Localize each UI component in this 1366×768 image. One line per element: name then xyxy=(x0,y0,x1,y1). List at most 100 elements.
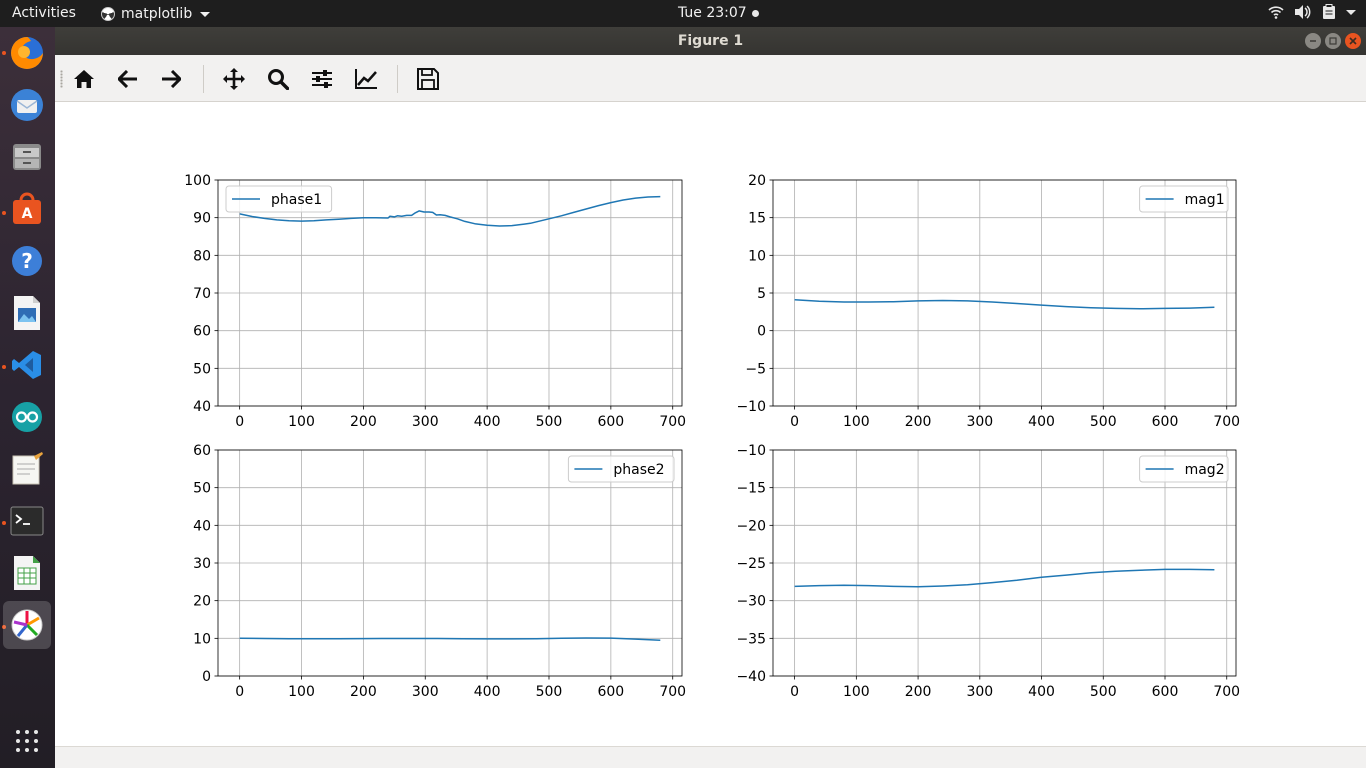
back-arrow-icon xyxy=(118,70,137,88)
configure-subplots-button[interactable] xyxy=(306,63,338,95)
text-editor-icon[interactable] xyxy=(7,449,47,489)
clock[interactable]: Tue 23:07 xyxy=(678,5,759,21)
app-menu-label: matplotlib xyxy=(121,6,193,22)
activities-button[interactable]: Activities xyxy=(12,5,76,21)
x-tick-label: 700 xyxy=(1213,414,1240,430)
y-tick-label: 10 xyxy=(748,248,766,264)
series-line-mag1 xyxy=(794,299,1215,310)
x-tick-label: 300 xyxy=(412,684,439,700)
matplotlib-icon[interactable] xyxy=(3,601,51,649)
y-tick-label: 90 xyxy=(193,211,211,227)
series-line-phase2 xyxy=(239,637,661,641)
running-indicator xyxy=(2,625,6,629)
y-tick-label: −35 xyxy=(736,631,766,647)
window-title: Figure 1 xyxy=(677,33,744,49)
arduino-icon[interactable] xyxy=(7,397,47,437)
legend-label: mag1 xyxy=(1185,192,1225,208)
y-tick-label: 0 xyxy=(202,669,211,685)
y-tick-label: 50 xyxy=(193,361,211,377)
x-tick-label: 500 xyxy=(1090,684,1117,700)
dock: A ? xyxy=(0,27,55,768)
y-tick-label: −5 xyxy=(745,361,766,377)
subplot-4[interactable]: 0 100 200 300 400 500 600 700 −40 −35 −30 −25 −20 −15… xyxy=(736,443,1240,700)
x-tick-label: 500 xyxy=(536,414,563,430)
subplot-2[interactable]: 0 100 200 300 400 500 600 700 −10 −5 0 5 10 15 20 mag1 xyxy=(736,173,1240,430)
legend-label: mag2 xyxy=(1185,462,1225,478)
legend[interactable]: mag1 xyxy=(1139,185,1229,213)
subplot-1[interactable]: 0 100 200 300 400 500 600 700 40 50 60 70 80 90 100 pha… xyxy=(184,173,686,430)
save-button[interactable] xyxy=(412,63,444,95)
pan-icon xyxy=(223,68,245,90)
toolbar-grip[interactable] xyxy=(60,70,63,88)
svg-text:?: ? xyxy=(21,249,33,273)
running-indicator xyxy=(2,211,6,215)
legend[interactable]: phase1 xyxy=(225,185,333,213)
thunderbird-icon[interactable] xyxy=(7,85,47,125)
x-tick-label: 300 xyxy=(966,684,993,700)
clock-label: Tue 23:07 xyxy=(678,5,747,21)
x-tick-label: 200 xyxy=(905,684,932,700)
show-applications-icon[interactable] xyxy=(7,721,47,761)
volume-icon xyxy=(1295,5,1311,19)
close-icon xyxy=(1349,37,1357,45)
back-button[interactable] xyxy=(112,63,144,95)
wifi-icon xyxy=(1268,6,1284,19)
help-icon[interactable]: ? xyxy=(7,241,47,281)
zoom-button[interactable] xyxy=(262,63,294,95)
save-icon xyxy=(417,68,439,90)
figure-canvas[interactable]: 0 100 200 300 400 500 600 700 40 50 60 70 80 90 100 pha… xyxy=(55,102,1366,746)
top-bar: Activities matplotlib Tue 23:07 xyxy=(0,0,1366,27)
legend[interactable]: phase2 xyxy=(567,455,675,483)
legend-box xyxy=(1139,455,1229,483)
minimize-icon xyxy=(1310,40,1316,42)
firefox-icon[interactable] xyxy=(7,33,47,73)
y-tick-label: −25 xyxy=(736,556,766,572)
matplotlib-app-icon xyxy=(101,7,115,21)
x-tick-label: 600 xyxy=(597,414,624,430)
close-button[interactable] xyxy=(1345,33,1361,49)
x-tick-label: 300 xyxy=(412,414,439,430)
image-viewer-icon[interactable] xyxy=(7,293,47,333)
y-tick-label: −40 xyxy=(736,669,766,685)
app-menu[interactable]: matplotlib xyxy=(101,4,211,24)
x-tick-label: 100 xyxy=(288,684,315,700)
legend-label: phase1 xyxy=(271,192,322,208)
home-icon xyxy=(74,70,94,88)
edit-axis-icon xyxy=(355,69,377,89)
chevron-down-icon xyxy=(1346,10,1356,15)
y-tick-label: −20 xyxy=(736,518,766,534)
x-tick-label: 600 xyxy=(1152,684,1179,700)
subplot-3[interactable]: 0 100 200 300 400 500 600 700 0 10 20 30 40 50 60 phase… xyxy=(193,443,686,700)
pan-button[interactable] xyxy=(218,63,250,95)
x-tick-label: 200 xyxy=(350,684,377,700)
y-tick-label: 70 xyxy=(193,286,211,302)
y-tick-label: 20 xyxy=(748,173,766,189)
x-tick-label: 100 xyxy=(288,414,315,430)
y-tick-label: 40 xyxy=(193,399,211,415)
subplots-grid[interactable]: 0 100 200 300 400 500 600 700405060708090100pha… xyxy=(55,102,1366,746)
legend-box xyxy=(225,185,333,213)
y-tick-label: 100 xyxy=(184,173,211,189)
configure-subplots-icon xyxy=(312,70,332,88)
files-icon[interactable] xyxy=(7,137,47,177)
vscode-icon[interactable] xyxy=(7,345,47,385)
system-tray[interactable] xyxy=(1268,4,1356,20)
home-button[interactable] xyxy=(68,63,100,95)
terminal-icon[interactable] xyxy=(7,501,47,541)
legend-box xyxy=(567,455,675,483)
window-titlebar[interactable]: Figure 1 xyxy=(55,27,1366,55)
edit-axis-button[interactable] xyxy=(350,63,382,95)
minimize-button[interactable] xyxy=(1305,33,1321,49)
maximize-button[interactable] xyxy=(1325,33,1341,49)
x-tick-label: 600 xyxy=(597,684,624,700)
ubuntu-software-icon[interactable]: A xyxy=(7,189,47,229)
spreadsheet-icon[interactable] xyxy=(7,553,47,593)
x-tick-label: 400 xyxy=(474,414,501,430)
forward-button[interactable] xyxy=(155,63,187,95)
figure-toolbar xyxy=(55,55,1366,102)
legend-label: phase2 xyxy=(613,462,664,478)
chevron-down-icon xyxy=(200,11,211,17)
x-tick-label: 700 xyxy=(659,414,686,430)
legend[interactable]: mag2 xyxy=(1139,455,1229,483)
maximize-icon xyxy=(1329,37,1337,45)
